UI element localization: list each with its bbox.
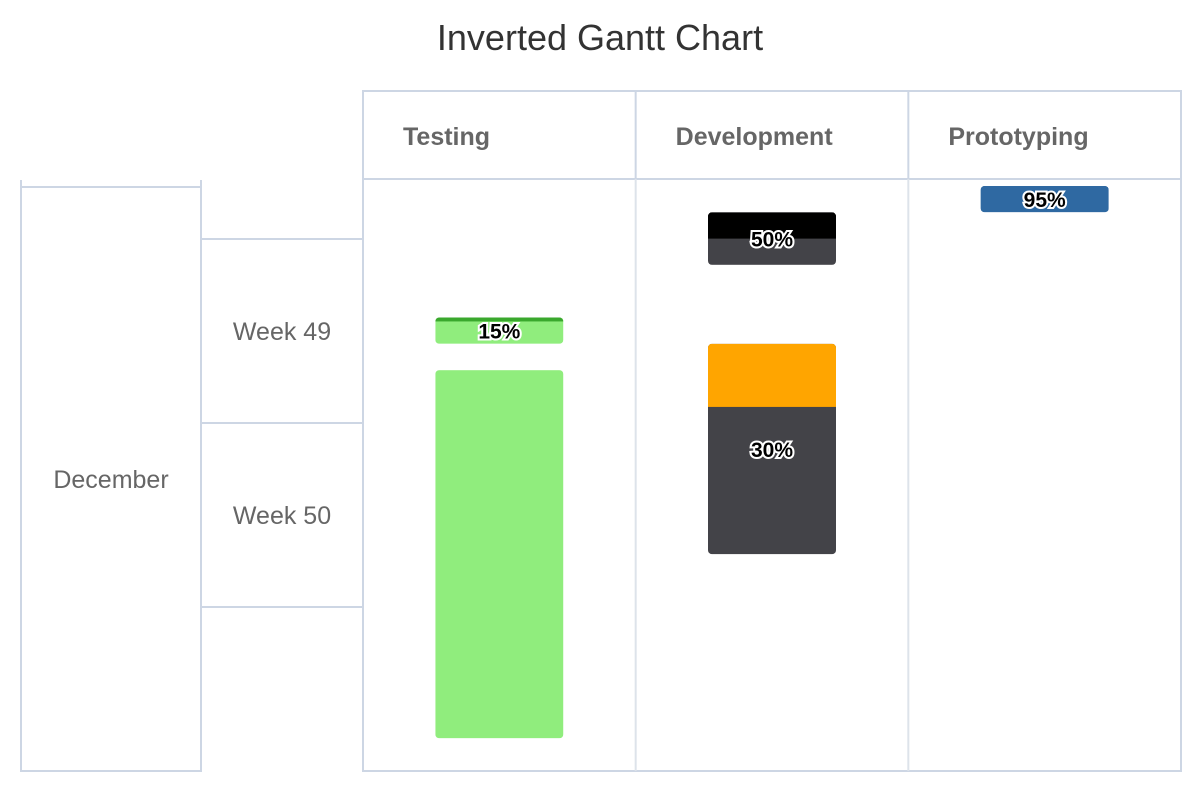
grid-layer xyxy=(20,90,1182,772)
task-bar xyxy=(708,343,836,555)
chart-title: Inverted Gantt Chart xyxy=(437,17,763,58)
category-header: Prototyping xyxy=(948,123,1088,151)
task-bar-completed xyxy=(708,343,836,407)
time-axis: December Week 49 Week 50 xyxy=(53,318,331,530)
month-cell xyxy=(20,186,202,772)
task-bar xyxy=(980,186,1109,213)
task-bars: 50% 30% 15% 95% xyxy=(435,186,1109,739)
category-header: Testing xyxy=(403,123,490,151)
category-header: Development xyxy=(676,123,834,151)
task-completion-label: 50% xyxy=(751,229,793,252)
task-bar-completed xyxy=(435,317,564,322)
task-completion-label: 30% xyxy=(751,439,793,462)
task-bar-body xyxy=(435,370,564,739)
month-label: December xyxy=(53,466,168,494)
task-bar-completed xyxy=(708,212,836,239)
task-bar-body xyxy=(435,317,564,344)
task-bar xyxy=(435,317,564,344)
category-headers: Testing Development Prototyping xyxy=(403,123,1089,151)
task-bar xyxy=(435,370,564,739)
task-completion-label: 95% xyxy=(1024,189,1066,212)
task-bar-completed xyxy=(980,186,1109,211)
plot-border xyxy=(362,90,1182,772)
task-completion-label: 15% xyxy=(478,321,520,344)
week-label: Week 50 xyxy=(233,502,331,530)
week-label: Week 49 xyxy=(233,318,331,346)
task-bar xyxy=(708,212,836,265)
